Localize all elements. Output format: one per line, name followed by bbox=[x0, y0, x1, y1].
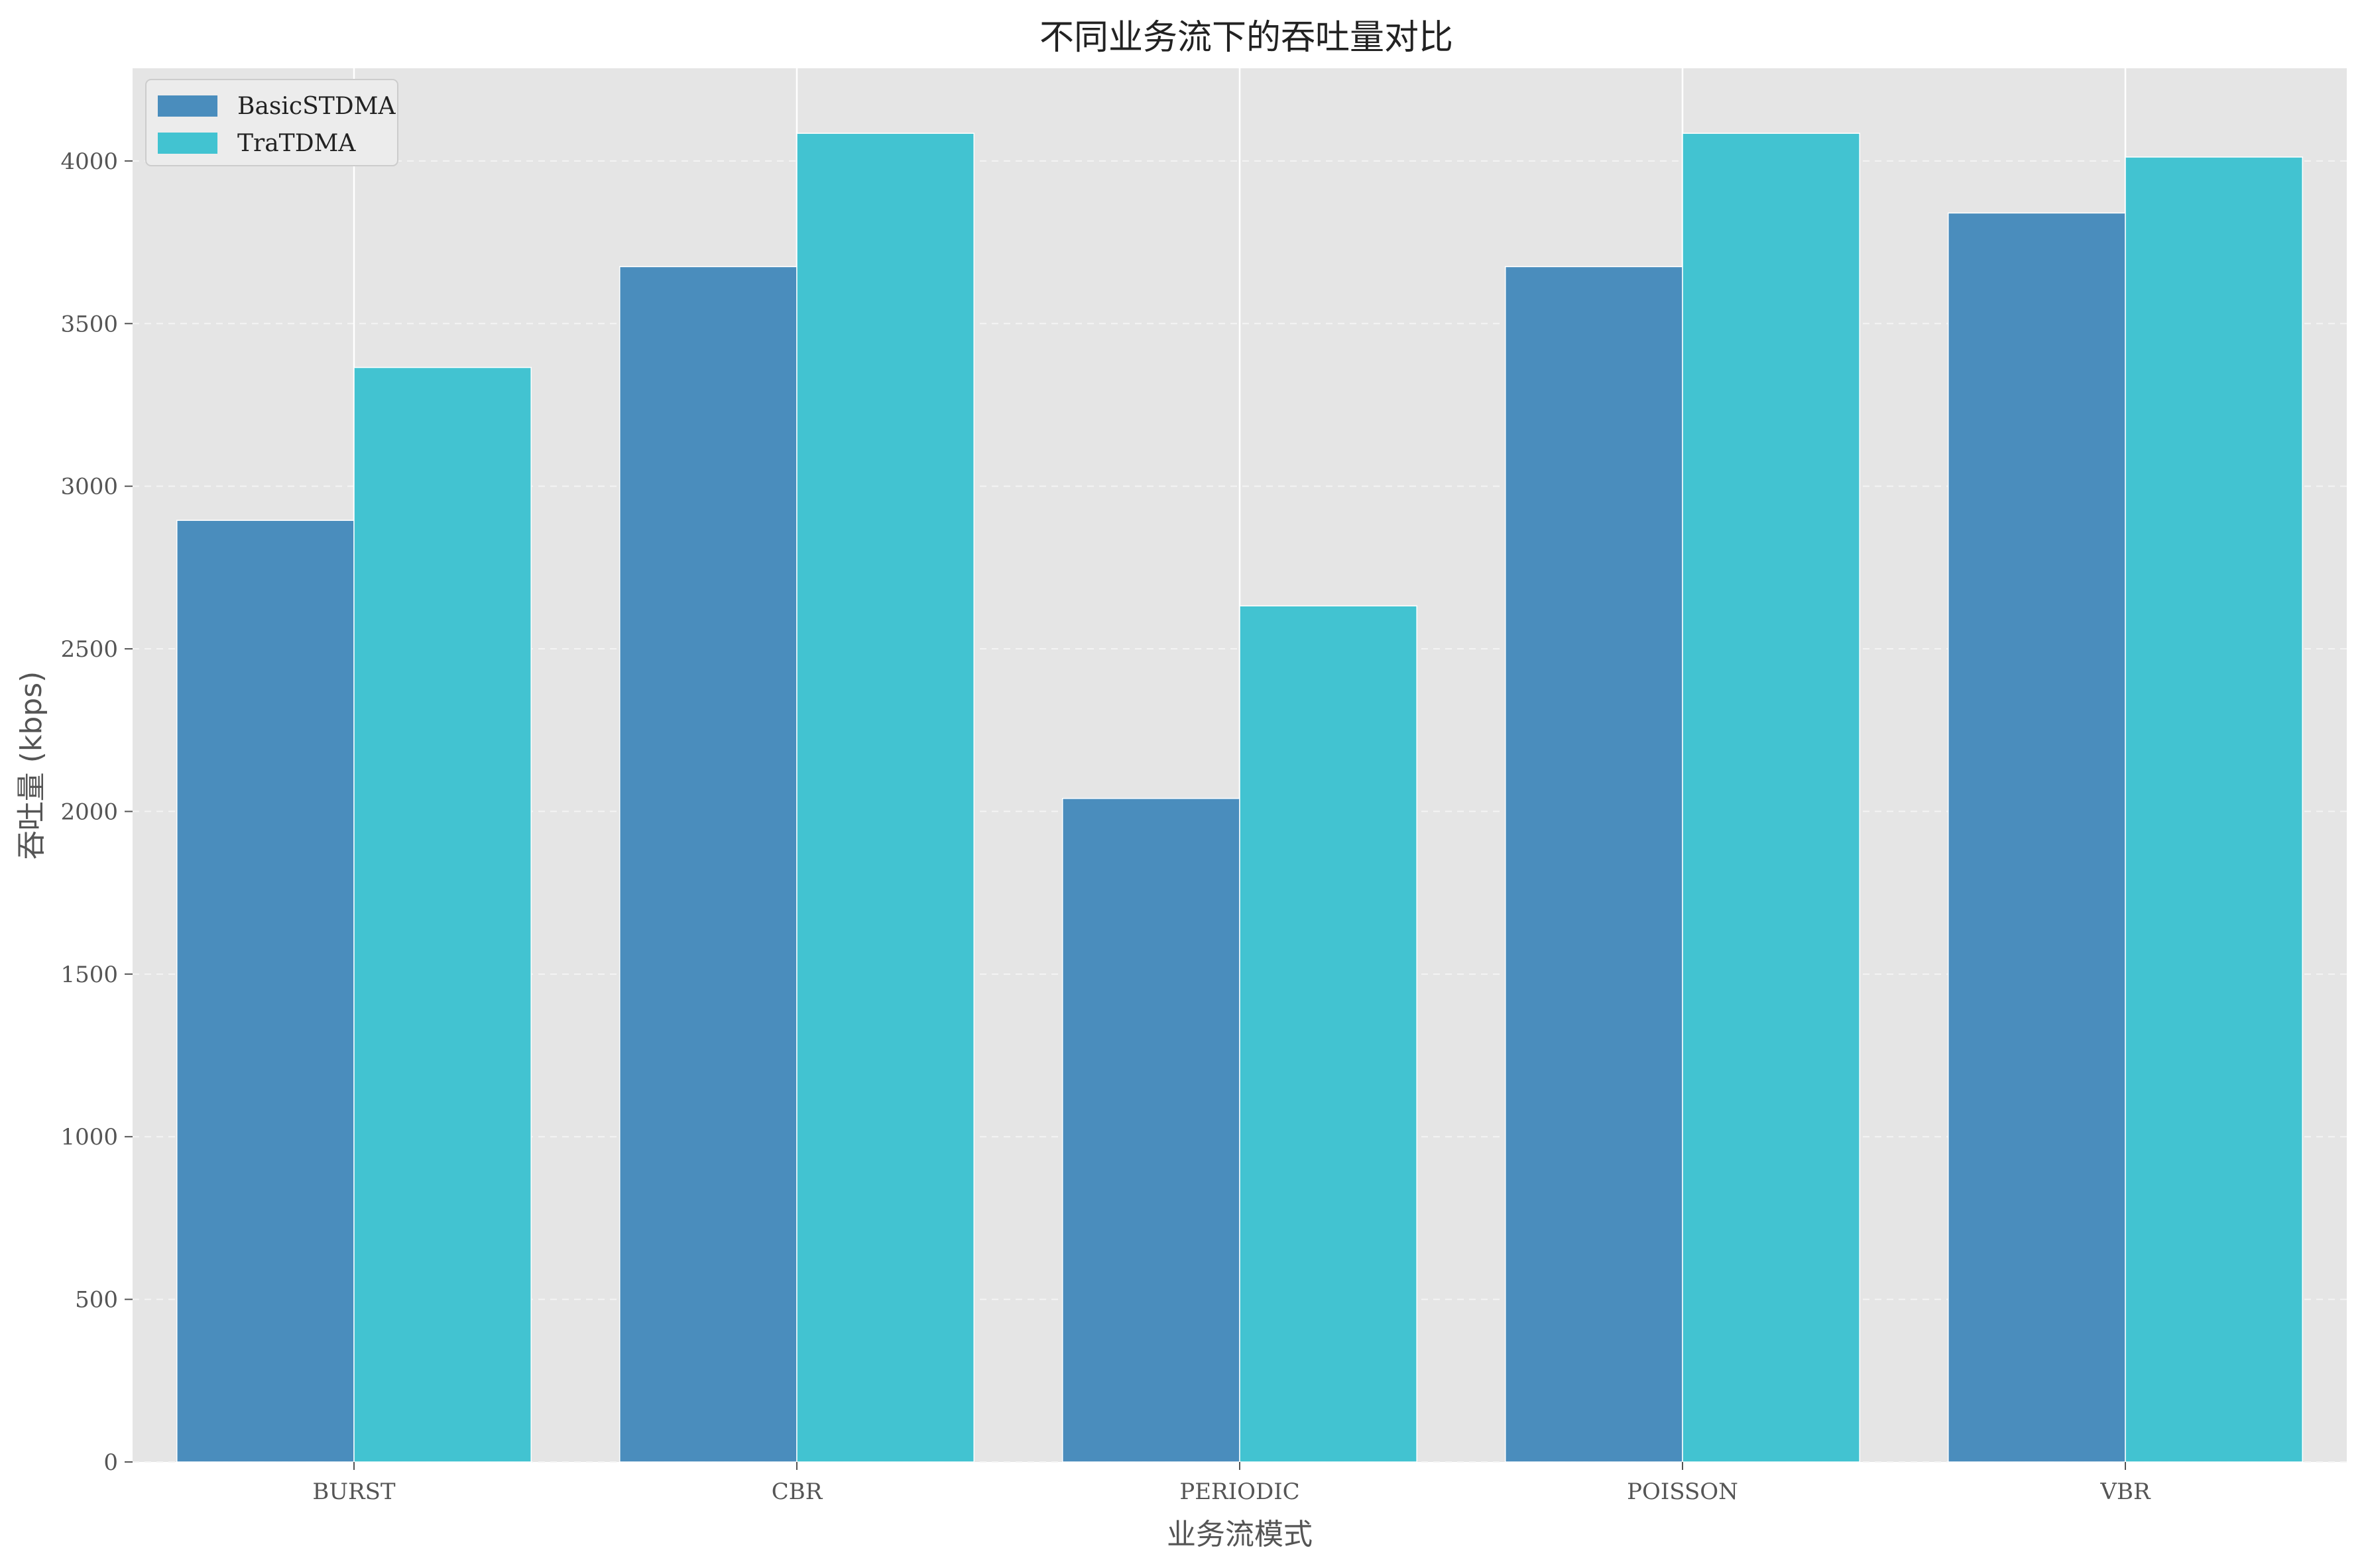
legend: BasicSTDMA TraTDMA bbox=[145, 79, 398, 166]
x-tick-label: POISSON bbox=[1627, 1479, 1738, 1505]
chart-title: 不同业务流下的吞吐量对比 bbox=[1039, 18, 1453, 58]
y-tick-label: 3500 bbox=[60, 311, 118, 337]
x-tick-label: BURST bbox=[312, 1479, 396, 1505]
y-tick-label: 2000 bbox=[60, 799, 118, 825]
y-tick-label: 500 bbox=[75, 1287, 118, 1314]
y-tick-label: 3000 bbox=[60, 474, 118, 500]
bar-basicstdma-burst bbox=[176, 520, 355, 1463]
bar-tratdma-poisson bbox=[1682, 133, 1860, 1463]
legend-label: BasicSTDMA bbox=[237, 93, 396, 120]
axes-group: 0 500 1000 1500 2000 2500 3000 3500 4000 BURST CBR… bbox=[60, 148, 2151, 1505]
y-axis-title: 吞吐量 (kbps) bbox=[15, 671, 48, 860]
bar-tratdma-periodic bbox=[1239, 605, 1417, 1463]
y-tick-label: 2500 bbox=[60, 636, 118, 663]
bar-basicstdma-vbr bbox=[1948, 212, 2126, 1463]
y-tick-label: 1000 bbox=[60, 1124, 118, 1150]
bar-tratdma-cbr bbox=[796, 133, 975, 1463]
bar-tratdma-burst bbox=[353, 366, 532, 1463]
y-tick-label: 4000 bbox=[60, 148, 118, 175]
legend-swatch bbox=[158, 95, 217, 117]
bar-basicstdma-cbr bbox=[619, 266, 798, 1463]
x-tick-label: VBR bbox=[2100, 1479, 2151, 1505]
bar-tratdma-vbr bbox=[2125, 156, 2303, 1463]
bar-basicstdma-poisson bbox=[1505, 266, 1683, 1463]
y-tick-label: 1500 bbox=[60, 962, 118, 988]
legend-label: TraTDMA bbox=[237, 130, 356, 157]
bar-basicstdma-periodic bbox=[1062, 798, 1240, 1463]
x-tick-label: CBR bbox=[772, 1479, 823, 1505]
x-axis-title: 业务流模式 bbox=[1167, 1518, 1313, 1551]
x-tick-label: PERIODIC bbox=[1179, 1479, 1299, 1505]
legend-swatch bbox=[158, 133, 217, 154]
bars-group bbox=[176, 133, 2303, 1463]
y-tick-label: 0 bbox=[103, 1449, 118, 1476]
